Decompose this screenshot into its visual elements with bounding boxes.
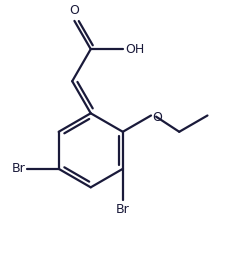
Text: OH: OH (125, 43, 144, 56)
Text: O: O (152, 111, 162, 124)
Text: O: O (69, 4, 79, 17)
Text: Br: Br (12, 162, 26, 175)
Text: Br: Br (116, 203, 130, 215)
